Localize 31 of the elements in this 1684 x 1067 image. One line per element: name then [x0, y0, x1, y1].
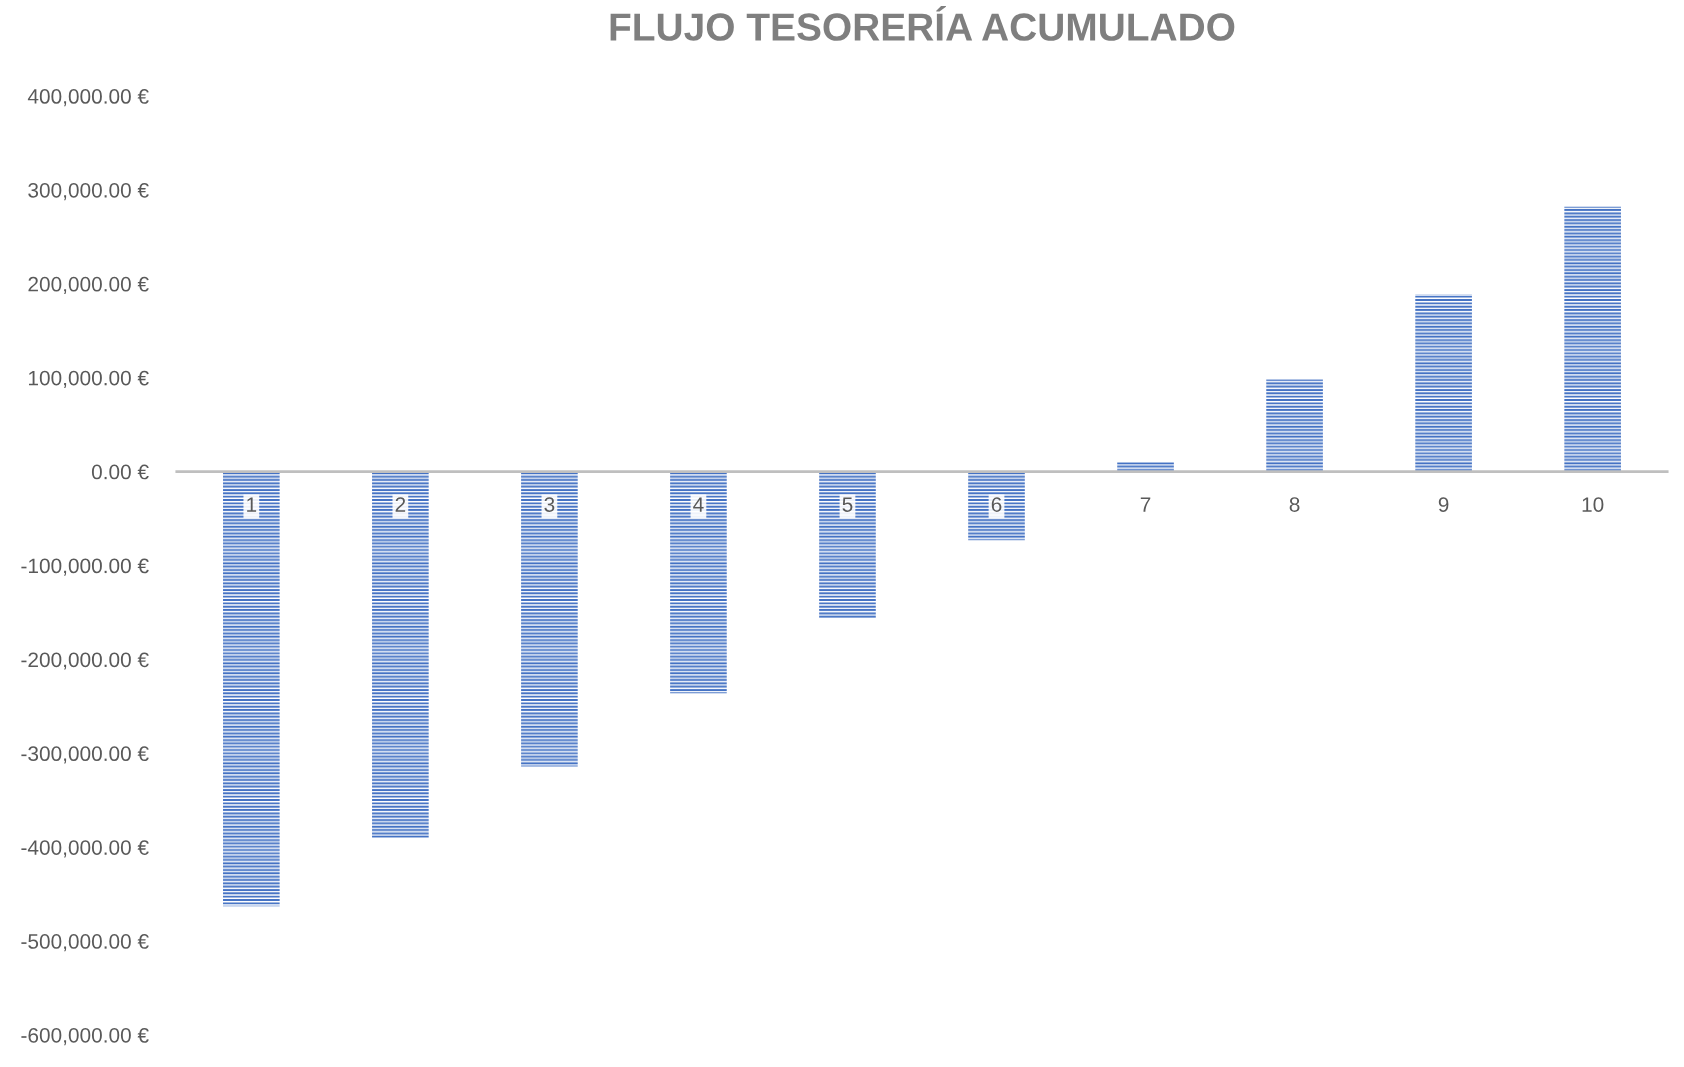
y-tick-label: -300,000.00 € — [21, 746, 149, 764]
chart-title: FLUJO TESORERÍA ACUMULADO — [610, 6, 1235, 41]
x-tick-label: 6 — [991, 497, 1002, 512]
bar — [223, 471, 280, 907]
bar — [372, 471, 429, 838]
y-tick-label: 200,000.00 € — [28, 276, 149, 295]
y-tick-label: 100,000.00 € — [29, 370, 149, 388]
x-tick-label: 1 — [247, 497, 257, 512]
x-tick-label: 5 — [842, 497, 853, 512]
y-tick-label: -500,000.00 € — [21, 934, 149, 952]
bar — [819, 471, 876, 619]
bar — [670, 471, 727, 694]
bar — [1564, 206, 1621, 472]
bar — [1266, 379, 1323, 472]
x-tick-label: 10 — [1582, 497, 1604, 512]
y-tick-label: -200,000.00 € — [21, 652, 149, 670]
y-tick-label: -400,000.00 € — [21, 840, 149, 858]
y-tick-label: 300,000.00 € — [28, 182, 149, 201]
x-tick-label: 7 — [1140, 497, 1151, 512]
bar — [968, 471, 1025, 541]
x-tick-label: 3 — [544, 497, 555, 512]
x-tick-label: 8 — [1289, 497, 1300, 512]
y-tick-label: -600,000.00 € — [21, 1027, 149, 1046]
bar — [1415, 294, 1472, 472]
bar — [521, 471, 578, 767]
x-tick-label: 2 — [395, 497, 406, 512]
y-tick-label: 0.00 € — [91, 464, 149, 480]
y-tick-label: 400,000.00 € — [27, 89, 149, 107]
x-tick-label: 4 — [693, 497, 704, 512]
x-tick-label: 9 — [1438, 497, 1449, 512]
y-tick-label: -100,000.00 € — [21, 558, 149, 576]
